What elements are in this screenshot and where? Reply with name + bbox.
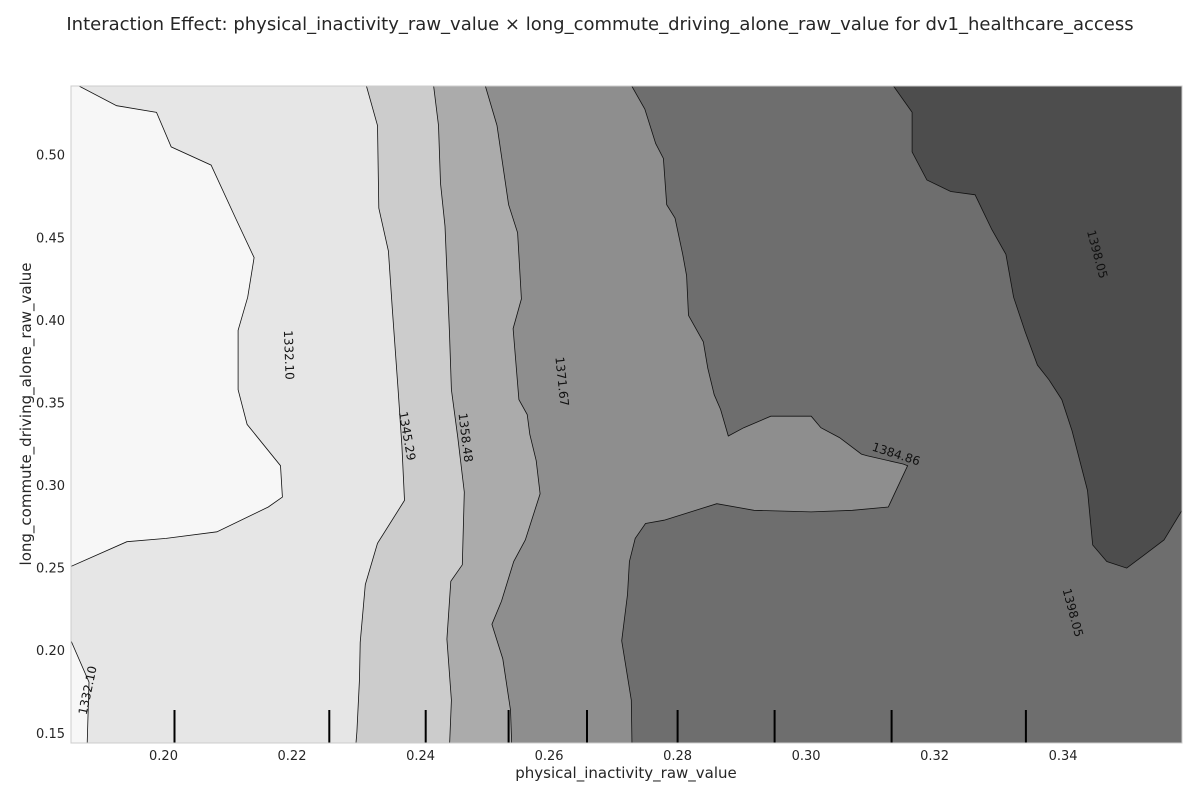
chart-title: Interaction Effect: physical_inactivity_… [66,14,1133,35]
contour-line [71,86,283,567]
x-tick-label: 0.34 [1049,749,1078,764]
contour-line [892,86,1182,569]
x-tick-label: 0.20 [149,749,178,764]
rug-marks [173,710,1027,743]
contour-bands [71,86,1182,743]
x-tick-label: 0.30 [792,749,821,764]
svg-text:1332.10: 1332.10 [281,330,297,380]
x-tick-label: 0.32 [920,749,949,764]
plot-frame [70,85,1183,744]
contour-line [621,86,909,743]
y-tick-label: 0.30 [36,479,65,494]
x-axis-ticks: 0.20 0.22 0.24 0.26 0.28 0.30 0.32 0.34 [149,749,1078,764]
y-tick-label: 0.15 [36,727,65,742]
contour-line [484,86,541,743]
contour-band-above-1398 [893,86,1182,569]
contour-band-below-1332 [71,640,89,743]
svg-text:1358.48: 1358.48 [456,412,476,463]
x-tick-label: 0.22 [278,749,307,764]
y-tick-label: 0.25 [36,562,65,577]
contour-label: 1332.10 [281,330,297,380]
y-tick-label: 0.45 [36,231,65,246]
x-tick-label: 0.24 [406,749,435,764]
y-tick-label: 0.35 [36,396,65,411]
contour-label: 1371.67 [552,356,571,407]
y-tick-label: 0.50 [36,149,65,164]
x-tick-label: 0.26 [535,749,564,764]
x-tick-label: 0.28 [663,749,692,764]
contour-label: 1358.48 [456,412,476,463]
x-axis-label: physical_inactivity_raw_value [515,764,737,783]
y-tick-label: 0.40 [36,314,65,329]
contour-line [355,86,405,743]
contour-lines [71,86,1182,743]
contour-line [433,86,465,743]
svg-text:1371.67: 1371.67 [552,356,571,407]
y-axis-ticks: 0.15 0.20 0.25 0.30 0.35 0.40 0.45 0.50 [36,149,65,742]
y-tick-label: 0.20 [36,644,65,659]
contour-line [71,640,90,743]
y-axis-label: long_commute_driving_alone_raw_value [17,263,36,566]
